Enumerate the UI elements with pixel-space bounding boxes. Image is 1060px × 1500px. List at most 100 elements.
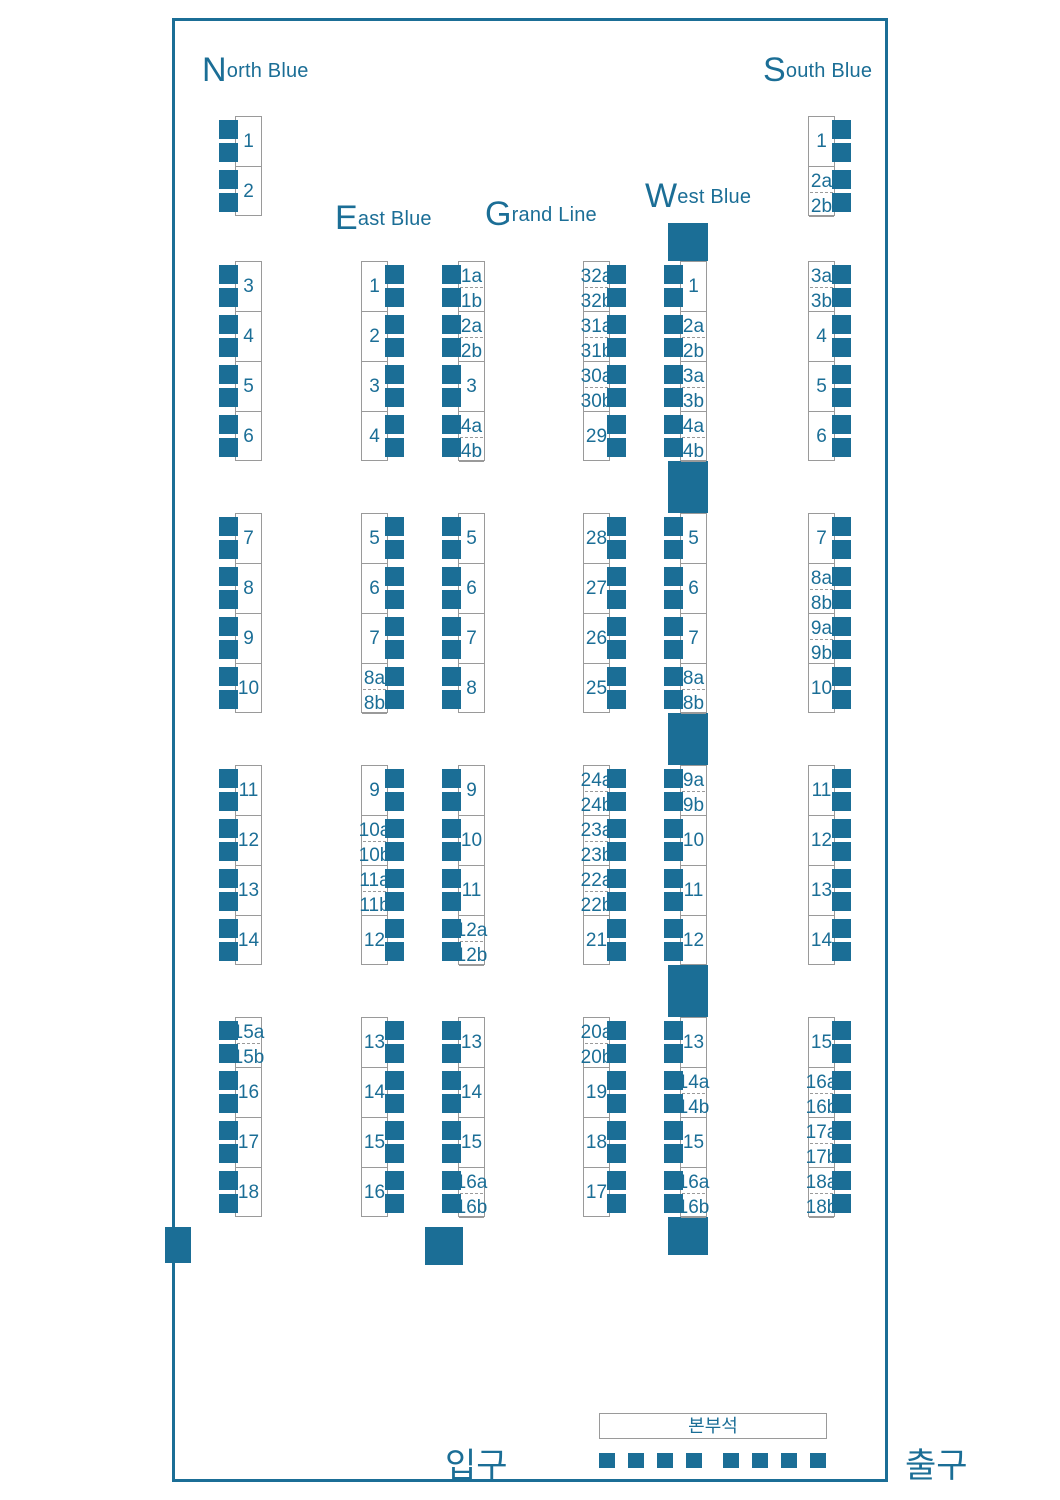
booth-square[interactable] [832, 388, 851, 407]
seat-cell[interactable]: 10 [459, 816, 484, 866]
headquarters-seat[interactable] [657, 1453, 673, 1468]
booth-square[interactable] [832, 1121, 851, 1140]
seat-cell[interactable]: 4a 4b [459, 412, 484, 462]
booth-square[interactable] [607, 942, 626, 961]
booth-square[interactable] [607, 869, 626, 888]
booth-square[interactable] [385, 315, 404, 334]
seat-cell[interactable]: 11 [236, 766, 261, 816]
seat-cell[interactable]: 5 [459, 514, 484, 564]
seat-cell[interactable]: 15 [362, 1118, 387, 1168]
seat-cell[interactable]: 7 [809, 514, 834, 564]
booth-square[interactable] [385, 338, 404, 357]
seat-cell[interactable]: 10 [681, 816, 706, 866]
booth-square[interactable] [442, 869, 461, 888]
booth-square[interactable] [832, 415, 851, 434]
seat-cell[interactable]: 23a 23b [581, 816, 612, 866]
booth-square[interactable] [442, 338, 461, 357]
booth-square[interactable] [607, 338, 626, 357]
booth-square[interactable] [442, 365, 461, 384]
booth-square[interactable] [219, 193, 238, 212]
booth-square[interactable] [442, 1094, 461, 1113]
seat-cell[interactable]: 8a 8b [809, 564, 834, 614]
booth-square[interactable] [607, 1094, 626, 1113]
booth-square[interactable] [607, 1194, 626, 1213]
seat-cell[interactable]: 24a 24b [581, 766, 612, 816]
booth-square[interactable] [442, 1021, 461, 1040]
seat-cell[interactable]: 15 [809, 1018, 834, 1068]
booth-square[interactable] [219, 415, 238, 434]
seat-cell[interactable]: 11 [459, 866, 484, 916]
seat-cell[interactable]: 11a 11b [359, 866, 390, 916]
booth-square[interactable] [607, 315, 626, 334]
seat-cell[interactable]: 6 [681, 564, 706, 614]
booth-square[interactable] [832, 617, 851, 636]
seat-cell[interactable]: 4 [362, 412, 387, 462]
booth-square[interactable] [832, 792, 851, 811]
booth-square[interactable] [219, 667, 238, 686]
booth-square[interactable] [219, 892, 238, 911]
seat-cell[interactable]: 4 [236, 312, 261, 362]
seat-cell[interactable]: 4 [809, 312, 834, 362]
booth-square[interactable] [442, 842, 461, 861]
booth-square[interactable] [664, 388, 683, 407]
booth-square[interactable] [832, 590, 851, 609]
booth-square[interactable] [385, 365, 404, 384]
booth-square[interactable] [219, 769, 238, 788]
booth-square[interactable] [664, 640, 683, 659]
booth-square[interactable] [832, 567, 851, 586]
seat-cell[interactable]: 3 [459, 362, 484, 412]
seat-cell[interactable]: 3 [362, 362, 387, 412]
headquarters-seat[interactable] [781, 1453, 797, 1468]
booth-square[interactable] [442, 540, 461, 559]
seat-cell[interactable]: 18 [584, 1118, 609, 1168]
booth-square[interactable] [219, 842, 238, 861]
booth-square[interactable] [442, 617, 461, 636]
booth-square[interactable] [832, 120, 851, 139]
seat-cell[interactable]: 3a 3b [681, 362, 706, 412]
booth-square[interactable] [664, 1171, 683, 1190]
booth-square[interactable] [664, 1194, 683, 1213]
booth-square[interactable] [385, 769, 404, 788]
booth-square[interactable] [664, 1121, 683, 1140]
booth-square[interactable] [442, 315, 461, 334]
booth-square[interactable] [385, 265, 404, 284]
booth-square[interactable] [442, 1171, 461, 1190]
booth-square[interactable] [832, 1094, 851, 1113]
booth-square[interactable] [832, 1044, 851, 1063]
booth-square[interactable] [607, 919, 626, 938]
booth-square[interactable] [832, 869, 851, 888]
seat-cell[interactable]: 9a 9b [809, 614, 834, 664]
booth-square[interactable] [832, 365, 851, 384]
seat-cell[interactable]: 12 [362, 916, 387, 966]
booth-square[interactable] [385, 438, 404, 457]
booth-square[interactable] [607, 517, 626, 536]
booth-square[interactable] [442, 667, 461, 686]
seat-cell[interactable]: 3a 3b [809, 262, 834, 312]
booth-square[interactable] [607, 365, 626, 384]
booth-square[interactable] [832, 1194, 851, 1213]
booth-square[interactable] [607, 415, 626, 434]
booth-square[interactable] [832, 842, 851, 861]
booth-square[interactable] [607, 288, 626, 307]
seat-cell[interactable]: 2a 2b [681, 312, 706, 362]
booth-square[interactable] [832, 640, 851, 659]
seat-cell[interactable]: 14 [459, 1068, 484, 1118]
booth-square[interactable] [607, 438, 626, 457]
booth-square[interactable] [664, 942, 683, 961]
booth-square[interactable] [442, 415, 461, 434]
headquarters-seat[interactable] [686, 1453, 702, 1468]
booth-square[interactable] [664, 567, 683, 586]
booth-square[interactable] [607, 1044, 626, 1063]
booth-square[interactable] [607, 667, 626, 686]
seat-cell[interactable]: 21 [584, 916, 609, 966]
booth-square[interactable] [607, 892, 626, 911]
booth-square[interactable] [832, 1021, 851, 1040]
seat-cell[interactable]: 25 [584, 664, 609, 714]
booth-square[interactable] [385, 388, 404, 407]
booth-square[interactable] [442, 792, 461, 811]
booth-square[interactable] [385, 892, 404, 911]
booth-square[interactable] [219, 1094, 238, 1113]
booth-square[interactable] [442, 438, 461, 457]
booth-square[interactable] [385, 415, 404, 434]
booth-square[interactable] [832, 288, 851, 307]
